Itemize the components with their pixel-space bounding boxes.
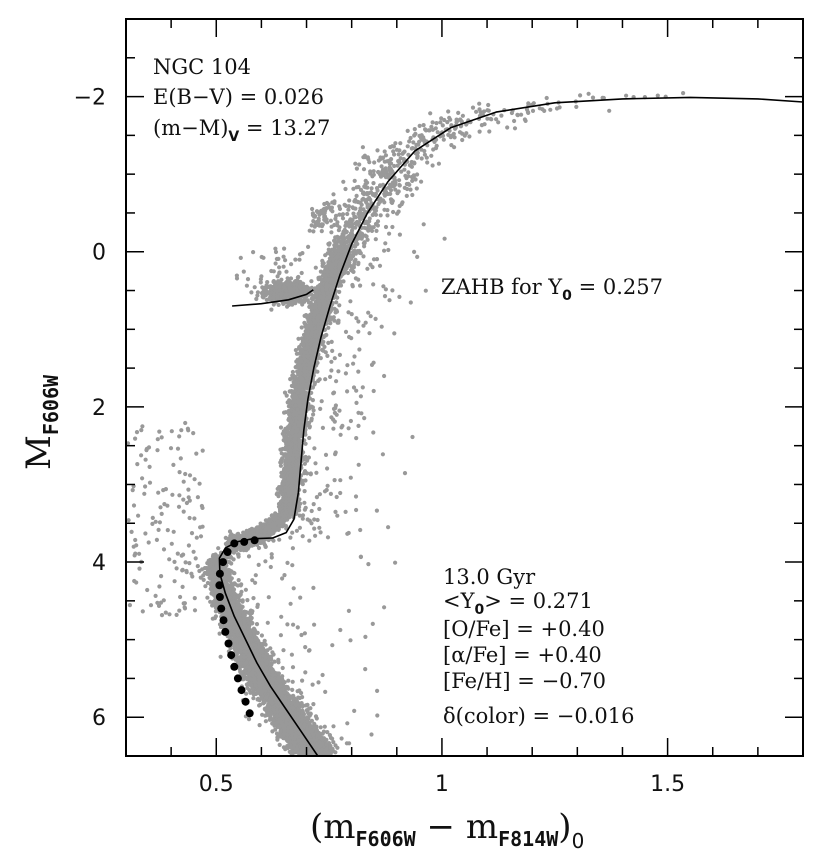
model-parameters: 13.0 Gyr <Y0> = 0.271 [O/Fe] = +0.40 [α/… (443, 565, 635, 728)
zahb-curve (232, 289, 314, 307)
zahb-label: ZAHB for Y0 = 0.257 (441, 275, 663, 304)
plot-frame (125, 18, 804, 757)
y-tick-label: 6 (92, 706, 106, 731)
y-tick-label: 4 (92, 551, 106, 576)
x-tick-label: 1.5 (650, 772, 685, 797)
helium-label: <Y0> = 0.271 (443, 589, 593, 618)
tick-labels: 0.5 1 1.5 −2 0 2 4 6 (74, 86, 686, 797)
isochrone-curve (218, 96, 804, 757)
x-axis-title: (mF606W − mF814W)0 (310, 807, 584, 853)
alpha-label: [α/Fe] = +0.40 (443, 643, 602, 667)
y-tick-label: 0 (92, 241, 106, 266)
y-tick-label: 2 (92, 396, 106, 421)
fiducial-points (215, 536, 259, 718)
metallicity-label: [Fe/H] = −0.70 (443, 669, 606, 693)
color-shift-label: δ(color) = −0.016 (443, 704, 635, 728)
star-scatter (125, 91, 686, 757)
axis-ticks (126, 19, 803, 756)
reddening: E(B−V) = 0.026 (153, 85, 324, 109)
oxygen-label: [O/Fe] = +0.40 (443, 617, 605, 641)
y-axis-title: MF606W (19, 374, 63, 470)
age-label: 13.0 Gyr (443, 565, 536, 589)
cluster-info: NGC 104 E(B−V) = 0.026 (m−M)V = 13.27 (153, 55, 330, 145)
cluster-name: NGC 104 (153, 55, 251, 79)
x-tick-label: 1 (435, 772, 449, 797)
y-tick-label: −2 (74, 86, 106, 111)
x-tick-label: 0.5 (199, 772, 234, 797)
distance-modulus: (m−M)V = 13.27 (153, 116, 330, 145)
